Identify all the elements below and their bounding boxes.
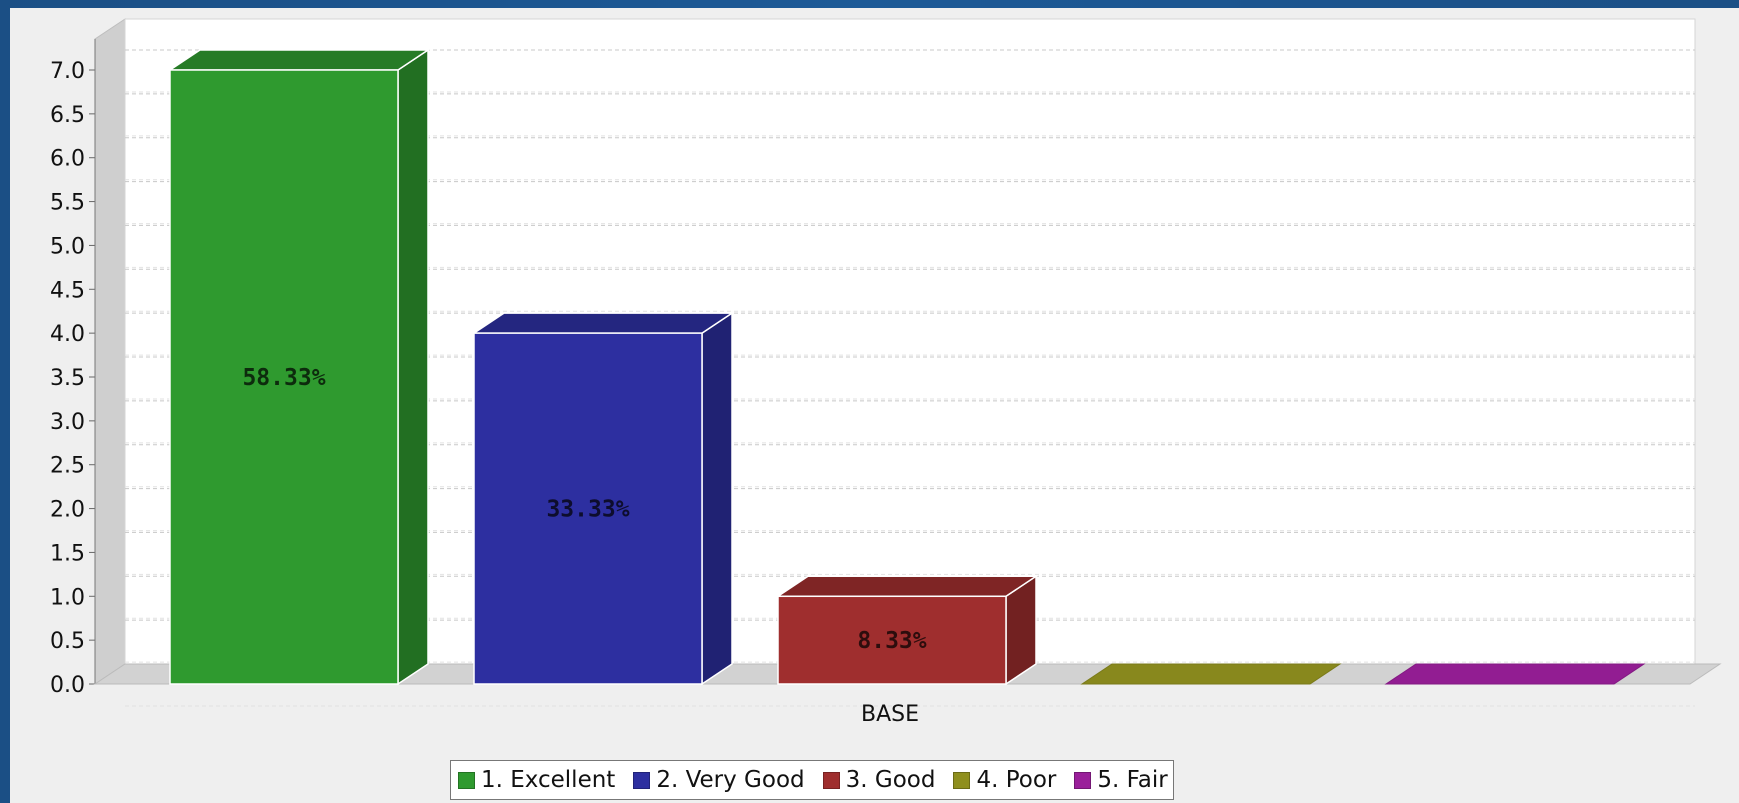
y-tick-label: 2.5	[50, 454, 85, 479]
legend-item-very-good: 2. Very Good	[633, 767, 805, 793]
y-tick-label: 0.5	[50, 629, 85, 654]
bar-data-label: 33.33%	[546, 497, 629, 523]
bar-4	[1080, 663, 1342, 685]
bar-top	[471, 312, 735, 334]
legend: 1. Excellent 2. Very Good 3. Good 4. Poo…	[450, 760, 1174, 800]
bar-side	[701, 311, 733, 686]
y-tick-label: 1.0	[50, 585, 85, 610]
legend-swatch-good	[822, 771, 840, 789]
legend-swatch-very-good	[633, 771, 651, 789]
x-axis: BASE	[861, 702, 919, 727]
bar-top	[775, 575, 1039, 598]
y-tick-label: 6.5	[50, 103, 85, 128]
legend-label-very-good: 2. Very Good	[656, 767, 805, 793]
legend-item-poor: 4. Poor	[953, 767, 1056, 793]
legend-label-fair: 5. Fair	[1097, 767, 1168, 793]
legend-item-good: 3. Good	[822, 767, 936, 793]
bar-front	[777, 595, 1007, 685]
bar-flat	[1384, 663, 1646, 685]
bar-3: 8.33%	[775, 574, 1039, 686]
plot-left-wall	[94, 18, 126, 685]
legend-label-poor: 4. Poor	[976, 767, 1057, 793]
legend-swatch-fair	[1074, 771, 1092, 789]
legend-label-excellent: 1. Excellent	[481, 767, 616, 793]
bars: 58.33% 33.33% 8.33%	[167, 48, 1646, 686]
bar-data-label: 58.33%	[242, 365, 325, 391]
y-tick-label: 0.0	[50, 673, 85, 698]
bar-flat	[1080, 663, 1342, 685]
bar-5	[1384, 663, 1646, 685]
y-tick-label: 2.0	[50, 498, 85, 523]
y-tick-label: 5.0	[50, 234, 85, 259]
bar-data-label: 8.33%	[857, 628, 926, 654]
x-tick-label-0: BASE	[861, 702, 919, 727]
bar-1: 58.33%	[167, 48, 431, 686]
y-tick-label: 7.0	[50, 59, 85, 84]
y-tick-label: 5.5	[50, 191, 85, 216]
y-axis: 0.0 0.5 1.0 1.5 2.0 2.5 3.0 3.5 4.0 4.5 5.0 5.5 6.0 6…	[50, 39, 96, 698]
legend-item-fair: 5. Fair	[1074, 767, 1168, 793]
y-tick-label: 3.5	[50, 366, 85, 391]
bar-front	[169, 69, 399, 685]
bar-2: 33.33%	[471, 311, 735, 686]
bar-front	[473, 332, 703, 685]
bar-side	[397, 48, 429, 686]
y-tick-label: 3.0	[50, 410, 85, 435]
y-tick-label: 4.0	[50, 322, 85, 347]
legend-swatch-excellent	[458, 771, 475, 789]
y-tick-label: 4.5	[50, 278, 85, 303]
legend-label-good: 3. Good	[845, 767, 936, 793]
bar-top	[167, 49, 431, 71]
legend-swatch-poor	[953, 771, 971, 789]
legend-item-excellent: 1. Excellent	[458, 767, 615, 793]
y-tick-label: 1.5	[50, 541, 85, 566]
y-tick-label: 6.0	[50, 147, 85, 172]
